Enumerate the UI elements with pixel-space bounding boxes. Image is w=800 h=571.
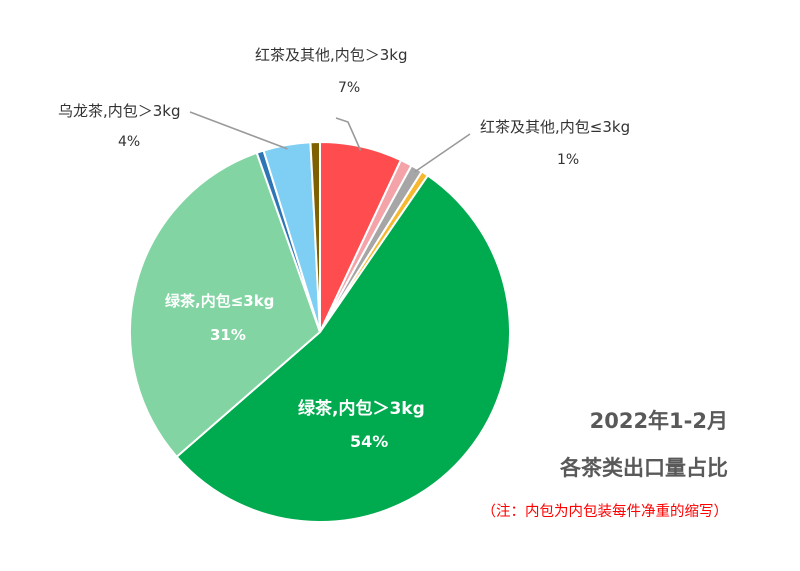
chart-note: （注：内包为内包装每件净重的缩写）: [481, 504, 729, 520]
pie-slice-4: [175, 174, 511, 523]
label-green-tea-small: 绿茶,内包≤3kg: [165, 292, 275, 310]
label-black-tea-small: 红茶及其他,内包≤3kg: [480, 118, 631, 136]
pie-slice-5: [129, 151, 322, 459]
label-oolong-large: 乌龙茶,内包＞3kg: [58, 102, 181, 120]
leader-lines: [189, 111, 471, 173]
pct-green-tea-large: 54%: [350, 432, 389, 451]
leader-line-oolong-large: [189, 111, 288, 150]
label-black-tea-large: 红茶及其他,内包＞3kg: [255, 46, 408, 64]
label-green-tea-large: 绿茶,内包＞3kg: [298, 399, 425, 419]
pie-slice-8: [309, 140, 321, 333]
leader-line-black-tea-small: [414, 133, 471, 173]
leader-line-black-tea-large: [335, 117, 362, 151]
chart-title-line2: 各茶类出口量占比: [560, 456, 728, 480]
chart-title-line1: 2022年1-2月: [589, 409, 728, 433]
pie-slices: [129, 140, 511, 523]
pct-black-tea-large: 7%: [338, 80, 361, 96]
pct-green-tea-small: 31%: [210, 326, 246, 344]
pct-oolong-large: 4%: [118, 134, 141, 150]
pct-black-tea-small: 1%: [557, 152, 580, 168]
